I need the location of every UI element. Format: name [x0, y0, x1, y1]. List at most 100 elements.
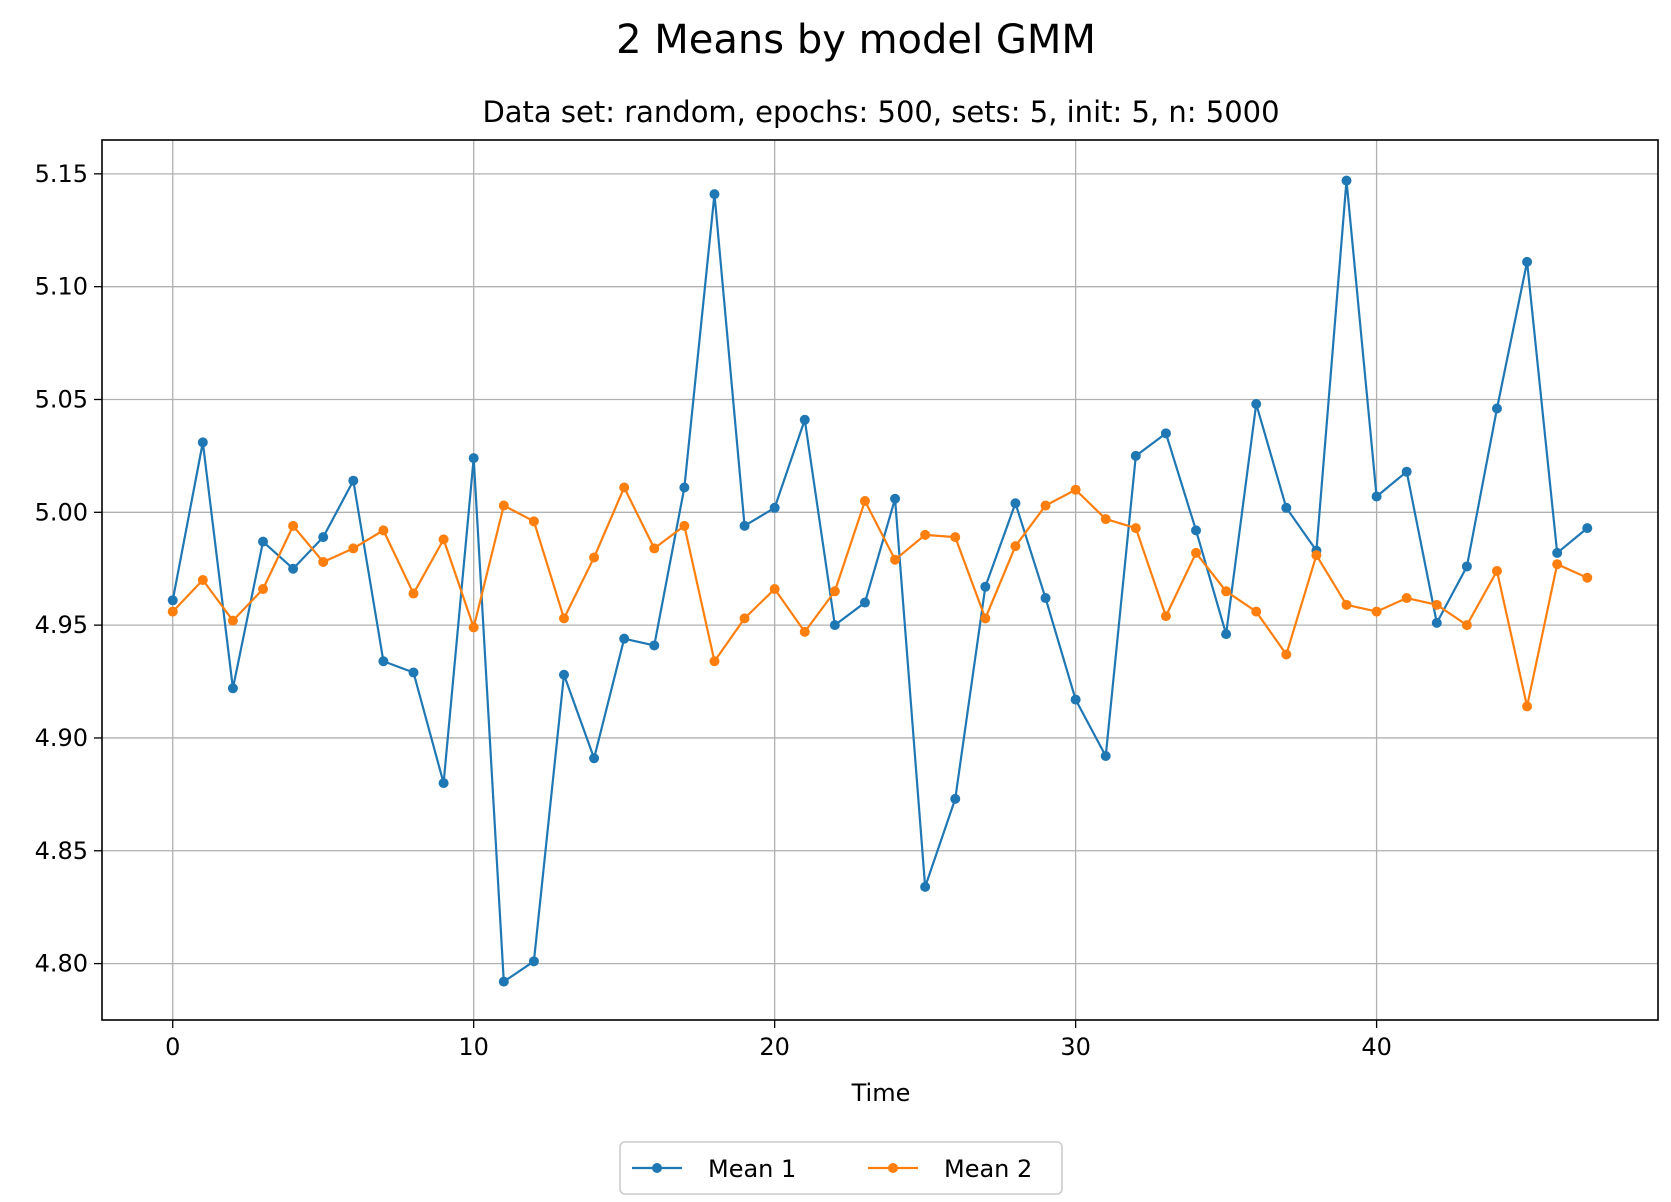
y-tick-label: 4.80: [35, 950, 88, 978]
data-point-mean-1: [1401, 466, 1412, 477]
y-tick-label: 4.90: [35, 724, 88, 752]
data-point-mean-2: [950, 532, 961, 543]
series-mean-1: [167, 175, 1593, 987]
series-mean-2: [167, 482, 1593, 712]
series-line-mean-2: [171, 486, 1588, 708]
data-point-mean-2: [1130, 523, 1141, 534]
data-point-mean-1: [1130, 450, 1141, 461]
data-point-mean-1: [288, 563, 299, 574]
data-point-mean-1: [167, 595, 178, 606]
data-point-mean-1: [378, 656, 389, 667]
data-point-mean-2: [438, 534, 449, 545]
data-point-mean-2: [227, 615, 238, 626]
data-point-mean-1: [709, 189, 720, 200]
data-point-mean-1: [769, 502, 780, 513]
chart-subtitle: Data set: random, epochs: 500, sets: 5, …: [482, 95, 1279, 129]
data-point-mean-1: [920, 881, 931, 892]
data-point-mean-1: [1522, 256, 1533, 267]
data-point-mean-1: [1100, 751, 1111, 761]
data-point-mean-1: [528, 956, 539, 967]
data-point-mean-1: [619, 633, 630, 644]
data-point-mean-2: [167, 606, 178, 617]
x-tick-label: 0: [165, 1033, 180, 1061]
data-point-mean-1: [739, 520, 750, 531]
data-point-mean-1: [197, 437, 208, 448]
data-point-mean-1: [859, 597, 870, 608]
legend-marker-mean-1: [652, 1163, 662, 1173]
data-point-mean-1: [649, 640, 660, 651]
data-point-mean-2: [679, 520, 690, 531]
data-point-mean-1: [1582, 523, 1593, 534]
data-point-mean-1: [468, 453, 479, 464]
data-point-mean-2: [980, 613, 991, 624]
data-point-mean-2: [739, 613, 750, 624]
y-tick-label: 5.15: [35, 160, 88, 188]
data-point-mean-1: [890, 493, 901, 504]
data-point-mean-2: [799, 626, 810, 637]
data-point-mean-2: [1461, 620, 1472, 631]
data-point-mean-1: [799, 414, 810, 425]
data-point-mean-1: [1431, 617, 1442, 628]
data-point-mean-2: [1341, 599, 1352, 610]
data-point-mean-1: [258, 536, 269, 547]
data-point-mean-2: [589, 552, 600, 563]
data-point-mean-1: [1221, 629, 1232, 640]
data-point-mean-1: [980, 581, 991, 592]
legend-box: [619, 1141, 1063, 1195]
data-point-mean-2: [1251, 606, 1262, 617]
data-point-mean-2: [1401, 593, 1412, 604]
y-tick-label: 5.05: [35, 385, 88, 413]
data-point-mean-1: [408, 667, 419, 678]
data-point-mean-2: [1221, 586, 1232, 597]
data-point-mean-2: [1010, 541, 1021, 552]
data-point-mean-1: [558, 669, 569, 680]
legend: Mean 1 Mean 2: [619, 1141, 1063, 1195]
data-point-mean-1: [1010, 498, 1021, 509]
data-point-mean-2: [1160, 611, 1171, 622]
data-point-mean-2: [1040, 500, 1051, 511]
data-point-mean-1: [438, 778, 449, 789]
data-point-mean-2: [258, 584, 269, 595]
data-point-mean-2: [619, 482, 630, 493]
data-point-mean-2: [348, 543, 359, 554]
data-point-mean-2: [1431, 599, 1442, 610]
chart-title: 2 Means by model GMM: [616, 17, 1096, 63]
data-point-mean-2: [408, 588, 419, 599]
data-point-mean-2: [498, 500, 509, 511]
data-point-mean-2: [1281, 649, 1292, 660]
data-point-mean-2: [920, 529, 931, 540]
data-point-mean-2: [528, 516, 539, 527]
data-point-mean-1: [1371, 491, 1382, 502]
data-point-mean-1: [1070, 694, 1081, 705]
data-point-mean-2: [649, 543, 660, 554]
data-point-mean-1: [589, 753, 600, 764]
data-point-mean-1: [1491, 403, 1502, 414]
x-tick-label: 40: [1361, 1033, 1392, 1061]
x-tick-label: 30: [1060, 1033, 1091, 1061]
data-point-mean-2: [288, 520, 299, 531]
x-tick-label: 10: [458, 1033, 489, 1061]
plot-area-frame: [101, 139, 1659, 1021]
y-tick-label: 5.00: [35, 498, 88, 526]
data-point-mean-1: [1552, 547, 1563, 558]
data-point-mean-2: [1070, 484, 1081, 495]
series-group: [167, 175, 1593, 987]
data-point-mean-1: [1281, 502, 1292, 513]
data-point-mean-2: [1552, 559, 1563, 570]
data-point-mean-1: [1251, 399, 1262, 409]
data-point-mean-1: [1160, 428, 1171, 439]
legend-label-mean-2: Mean 2: [944, 1155, 1032, 1183]
data-point-mean-2: [1522, 701, 1533, 712]
axis-ticks: 0 10 20 30 40 4.80 4.85 4.90 4.95 5.00 5.05 5.10 5.1…: [35, 160, 1392, 1061]
data-point-mean-2: [859, 496, 870, 507]
y-tick-label: 5.10: [35, 273, 88, 301]
data-point-mean-2: [378, 525, 389, 536]
data-point-mean-1: [950, 793, 961, 804]
data-point-mean-2: [468, 622, 479, 633]
data-point-mean-2: [558, 613, 569, 624]
data-point-mean-1: [1461, 561, 1472, 572]
data-point-mean-1: [1341, 175, 1352, 186]
data-point-mean-1: [1191, 525, 1202, 536]
data-point-mean-2: [1371, 606, 1382, 617]
